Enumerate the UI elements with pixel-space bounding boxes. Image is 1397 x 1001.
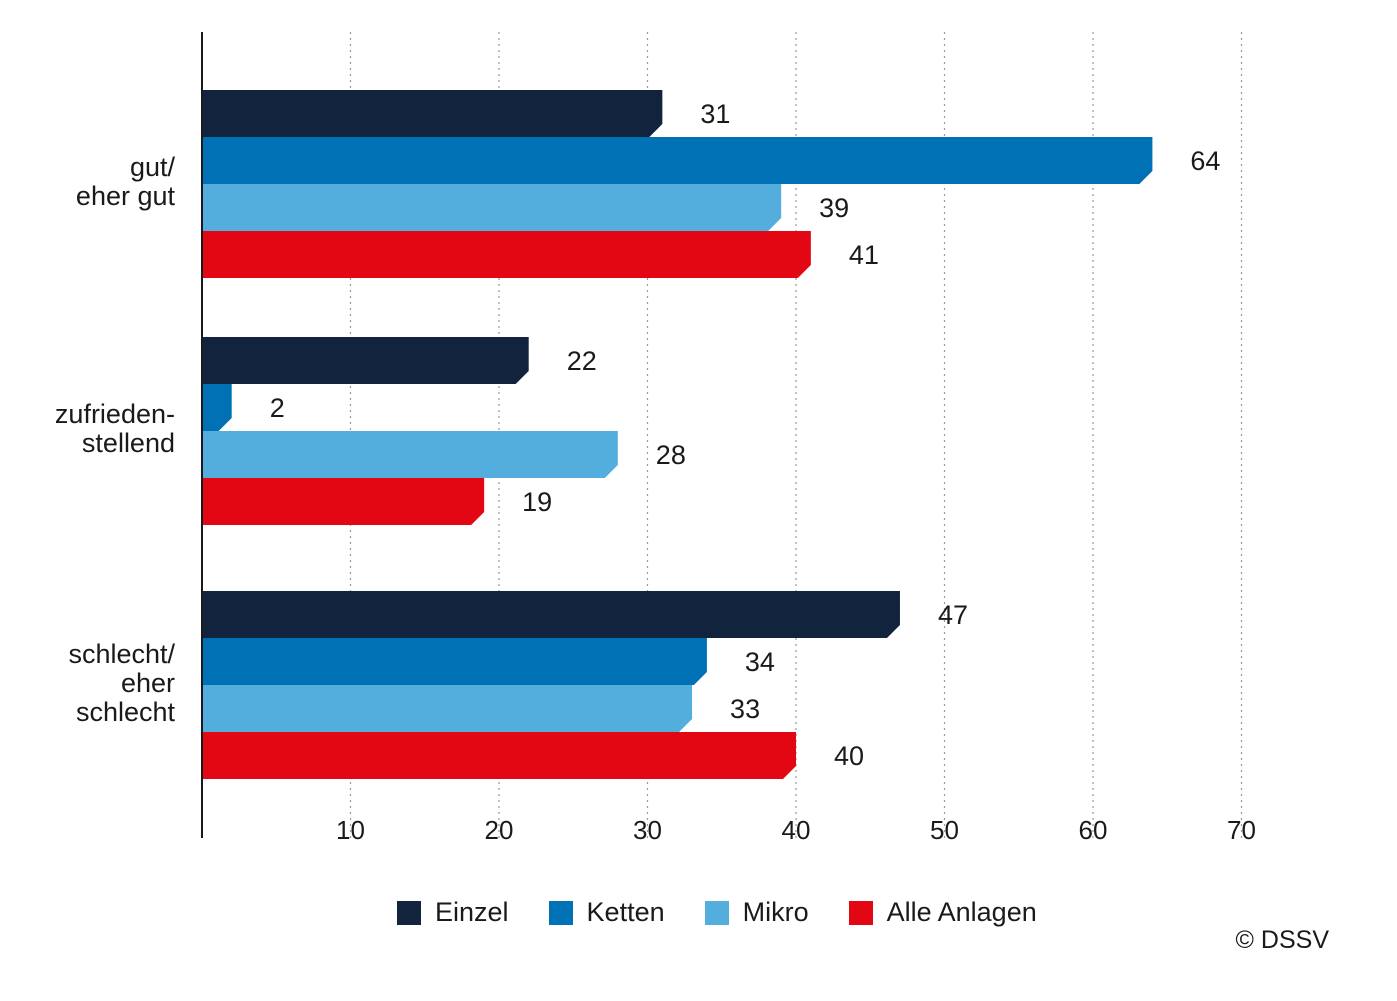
legend-item: Einzel — [397, 897, 509, 928]
category-label: schlecht/ eher schlecht — [68, 638, 175, 727]
x-tick-label: 60 — [1078, 815, 1108, 845]
data-label: 47 — [937, 599, 968, 630]
copyright-text: © DSSV — [1235, 926, 1329, 954]
legend-item: Ketten — [548, 897, 665, 928]
legend-label: Einzel — [435, 897, 509, 927]
bar-einzel — [202, 90, 663, 137]
x-tick-label: 40 — [781, 815, 811, 845]
bar-ketten — [202, 638, 707, 685]
legend-swatch — [848, 900, 873, 925]
category-label: zufrieden- stellend — [54, 399, 175, 458]
bar-mikro — [202, 431, 618, 478]
x-tick-label: 10 — [336, 815, 365, 845]
bar-alle-anlagen — [202, 732, 796, 779]
legend-label: Alle Anlagen — [886, 897, 1037, 927]
bar-alle-anlagen — [202, 478, 485, 525]
data-label: 33 — [730, 693, 761, 724]
bar-mikro — [202, 685, 693, 732]
data-label: 41 — [848, 239, 879, 270]
bar-ketten — [202, 384, 232, 431]
category-label: gut/ eher gut — [75, 152, 175, 211]
legend-item: Mikro — [704, 897, 809, 928]
data-label: 28 — [655, 439, 686, 470]
legend-label: Ketten — [586, 897, 665, 927]
bar-einzel — [202, 337, 529, 384]
data-label: 22 — [566, 345, 597, 376]
legend: Einzel Ketten Mikro Alle Anlagen — [397, 897, 1077, 928]
x-tick-label: 70 — [1227, 815, 1256, 845]
data-label: 40 — [834, 740, 865, 771]
data-label: 64 — [1190, 145, 1221, 176]
legend-swatch — [397, 900, 421, 925]
bar-einzel — [202, 591, 900, 638]
bar-ketten — [202, 137, 1153, 184]
legend-swatch — [548, 900, 573, 925]
data-label: 31 — [700, 98, 731, 129]
legend-swatch — [704, 900, 729, 925]
data-label: 19 — [522, 486, 553, 517]
data-label: 2 — [269, 392, 285, 423]
bar-alle-anlagen — [202, 231, 811, 278]
x-tick-label: 50 — [930, 815, 959, 845]
bar-mikro — [202, 184, 782, 231]
bars — [202, 90, 1153, 779]
x-tick-label: 30 — [633, 815, 662, 845]
data-label: 39 — [819, 192, 850, 223]
legend-label: Mikro — [742, 897, 809, 927]
x-tick-label: 20 — [484, 815, 514, 845]
legend-item: Alle Anlagen — [848, 897, 1037, 928]
data-label: 34 — [744, 646, 775, 677]
